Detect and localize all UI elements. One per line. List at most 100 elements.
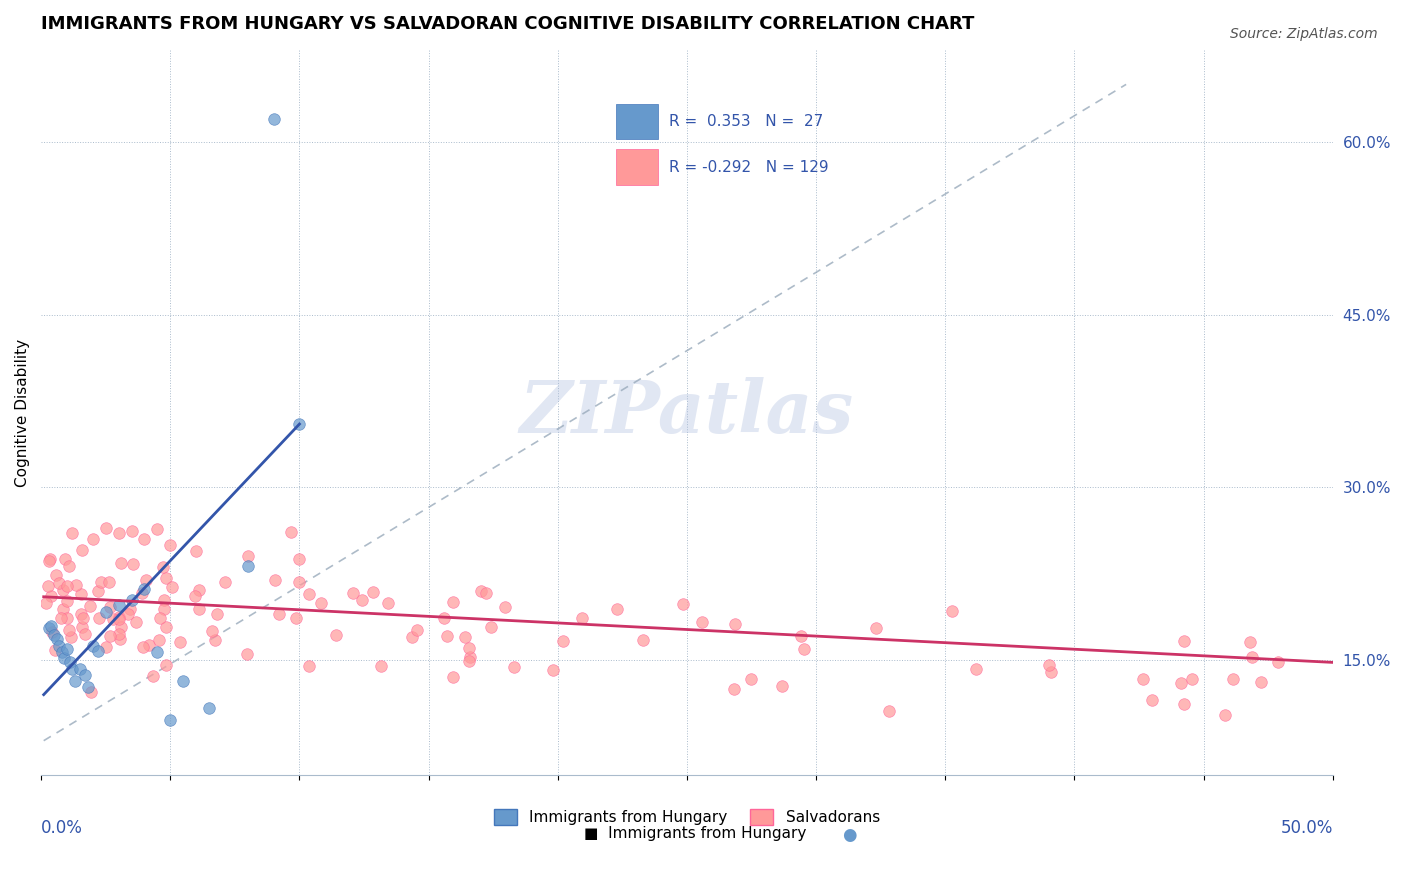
Point (56, 611, 79, 625)
Text: 50.0%: 50.0% (1281, 819, 1333, 837)
Point (108, 610, 131, 624)
Point (58, 656, 80, 670)
Point (325, 627, 347, 641)
Point (159, 713, 181, 727)
Point (309, 596, 332, 610)
Point (48, 640, 70, 654)
Point (184, 589, 207, 603)
Point (94, 605, 117, 619)
Point (110, 556, 132, 570)
Text: Source: ZipAtlas.com: Source: ZipAtlas.com (1230, 27, 1378, 41)
Point (90, 575, 112, 590)
Point (162, 580, 184, 594)
Point (153, 602, 176, 616)
Point (45, 568, 67, 582)
Point (146, 522, 169, 536)
Point (65, 578, 87, 592)
Point (51, 610, 73, 624)
Point (56, 579, 79, 593)
Point (1222, 672, 1244, 686)
Point (89, 611, 111, 625)
Point (1250, 675, 1272, 690)
Point (280, 525, 302, 540)
Point (134, 532, 156, 546)
Point (110, 620, 132, 634)
Point (188, 583, 211, 598)
Point (41, 624, 63, 639)
Point (361, 585, 384, 599)
Point (377, 596, 399, 610)
Point (80, 684, 103, 698)
Point (1040, 665, 1063, 679)
Point (35, 597, 58, 611)
Point (631, 632, 654, 647)
Point (107, 598, 129, 612)
Point (481, 620, 503, 634)
Point (793, 642, 815, 657)
Point (142, 669, 165, 683)
Point (56, 641, 79, 656)
Point (76, 680, 98, 694)
Point (87, 644, 110, 658)
Point (342, 586, 364, 600)
Point (53, 552, 76, 566)
Point (45, 632, 67, 647)
Point (60, 662, 83, 676)
Point (69, 587, 91, 601)
Point (52, 602, 75, 616)
Point (149, 610, 172, 624)
Point (1140, 693, 1163, 707)
Point (288, 417, 311, 431)
Point (458, 650, 481, 665)
Point (1173, 634, 1195, 648)
Point (188, 602, 211, 616)
Point (288, 551, 311, 566)
Point (571, 611, 593, 625)
Point (204, 632, 226, 647)
Point (38, 551, 60, 566)
Point (39, 590, 62, 604)
Point (155, 620, 177, 634)
Point (96, 640, 118, 654)
Point (59, 630, 82, 644)
Point (69, 607, 91, 621)
Point (433, 610, 456, 624)
Point (298, 658, 321, 673)
Point (236, 647, 259, 661)
Point (458, 640, 481, 655)
Legend: Immigrants from Hungary, Salvadorans: Immigrants from Hungary, Salvadorans (486, 802, 887, 833)
Point (172, 673, 194, 688)
Point (94, 521, 117, 535)
Point (263, 112, 285, 126)
Point (205, 607, 228, 621)
Point (63, 673, 86, 688)
Point (41, 618, 63, 632)
Point (58, 559, 80, 574)
Point (98, 600, 121, 615)
Point (38, 621, 60, 635)
Point (73, 668, 96, 682)
Point (159, 538, 181, 552)
Point (790, 629, 813, 643)
Point (441, 670, 464, 684)
Text: 0.0%: 0.0% (41, 819, 83, 837)
Point (441, 594, 464, 608)
Point (134, 582, 156, 596)
Point (503, 660, 526, 674)
Text: ZIPatlas: ZIPatlas (520, 377, 853, 448)
Point (58, 623, 80, 637)
Point (214, 574, 236, 589)
Point (541, 663, 564, 677)
Point (148, 633, 170, 648)
Point (470, 584, 492, 599)
Point (108, 611, 131, 625)
Point (672, 597, 695, 611)
Point (553, 634, 575, 648)
Point (107, 627, 129, 641)
Point (740, 672, 762, 686)
Point (70, 620, 93, 634)
Point (1181, 673, 1204, 687)
Point (198, 701, 221, 715)
Point (155, 658, 177, 673)
Point (350, 593, 373, 607)
